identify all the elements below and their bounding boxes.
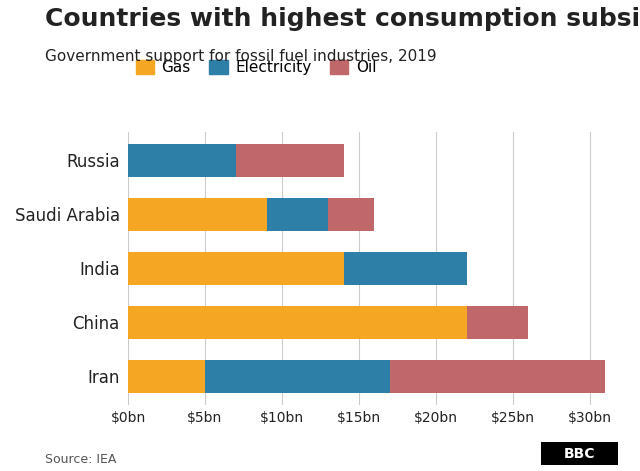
Bar [328,198,374,231]
Bar [467,306,529,339]
Bar [267,198,328,231]
Bar [390,360,605,393]
Bar [128,252,344,284]
Bar [205,360,390,393]
Bar [236,144,344,177]
Bar [128,306,467,339]
Bar [344,252,467,284]
Text: BBC: BBC [563,447,595,461]
Text: Countries with highest consumption subsidies: Countries with highest consumption subsi… [45,7,640,31]
Bar [128,360,205,393]
Bar [128,198,267,231]
Legend: Gas, Electricity, Oil: Gas, Electricity, Oil [136,60,376,75]
Bar [128,144,236,177]
Text: Government support for fossil fuel industries, 2019: Government support for fossil fuel indus… [45,49,436,65]
Text: Source: IEA: Source: IEA [45,453,116,466]
